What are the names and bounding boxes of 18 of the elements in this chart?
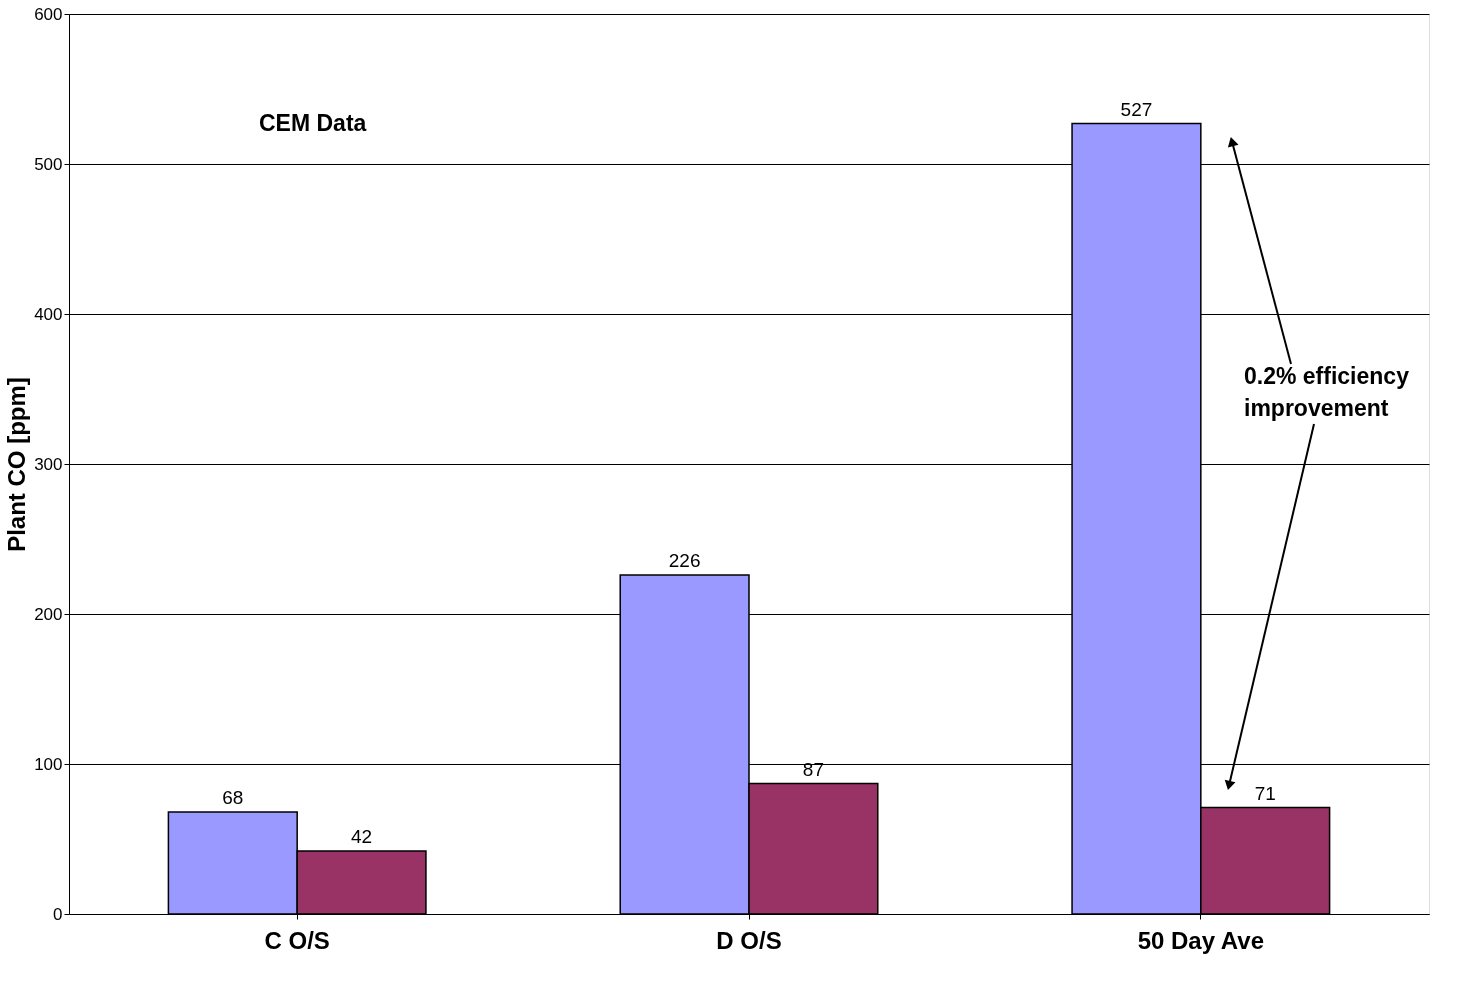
annotation: 0.2% efficiency improvement — [1244, 363, 1410, 421]
x-tick-label: C O/S — [264, 926, 330, 954]
y-tick-label: 0 — [53, 904, 63, 924]
data-label: 226 — [668, 550, 701, 571]
annotation: CEM Data — [259, 110, 367, 136]
x-tick-label: 50 Day Ave — [1137, 926, 1264, 954]
y-axis-title: Plant CO [ppm] — [3, 377, 31, 552]
data-label: 527 — [1120, 98, 1153, 120]
data-label: 42 — [350, 826, 373, 847]
y-tick-label: 600 — [34, 4, 63, 24]
data-label: 71 — [1254, 782, 1276, 804]
data-label: 68 — [222, 787, 244, 808]
y-tick-label: 300 — [34, 454, 63, 474]
y-tick-label: 500 — [34, 154, 63, 174]
y-tick-label: 400 — [34, 304, 63, 324]
y-tick-label: 200 — [34, 604, 63, 624]
y-tick-label: 100 — [34, 754, 63, 774]
x-tick-label: D O/S — [716, 926, 782, 954]
